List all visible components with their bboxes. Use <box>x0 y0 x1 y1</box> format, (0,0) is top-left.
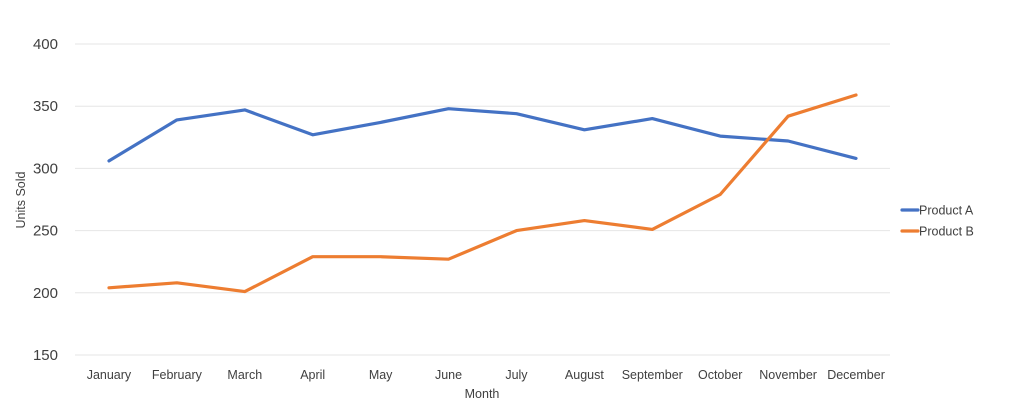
legend-item: Product B <box>900 225 974 239</box>
x-tick-label: November <box>759 368 817 382</box>
x-tick-label: June <box>435 368 462 382</box>
y-axis-ticks: 150 200 250 300 350 400 <box>33 36 58 364</box>
legend-label: Product B <box>919 225 974 239</box>
x-tick-label: August <box>565 368 604 382</box>
y-tick-label: 200 <box>33 285 58 302</box>
legend: Product A Product B <box>900 204 974 239</box>
legend-label: Product A <box>919 204 974 218</box>
x-axis-ticks: January February March April May June July Augu… <box>87 368 885 382</box>
x-axis-title: Month <box>465 387 500 401</box>
y-axis-title: Units Sold <box>14 171 28 228</box>
x-tick-label: September <box>622 368 683 382</box>
x-tick-label: December <box>827 368 885 382</box>
series-lines <box>107 93 858 294</box>
y-tick-label: 350 <box>33 98 58 115</box>
y-tick-label: 250 <box>33 223 58 240</box>
series-line-product-b <box>107 93 858 294</box>
x-tick-label: October <box>698 368 742 382</box>
series-line-product-a <box>107 107 858 163</box>
y-tick-label: 300 <box>33 160 58 177</box>
x-tick-label: January <box>87 368 132 382</box>
y-tick-label: 400 <box>33 36 58 53</box>
x-tick-label: February <box>152 368 203 382</box>
legend-item: Product A <box>900 204 974 218</box>
x-tick-label: July <box>505 368 528 382</box>
x-tick-label: May <box>369 368 393 382</box>
y-tick-label: 150 <box>33 347 58 364</box>
x-tick-label: March <box>227 368 262 382</box>
x-tick-label: April <box>300 368 325 382</box>
gridlines <box>75 43 890 356</box>
